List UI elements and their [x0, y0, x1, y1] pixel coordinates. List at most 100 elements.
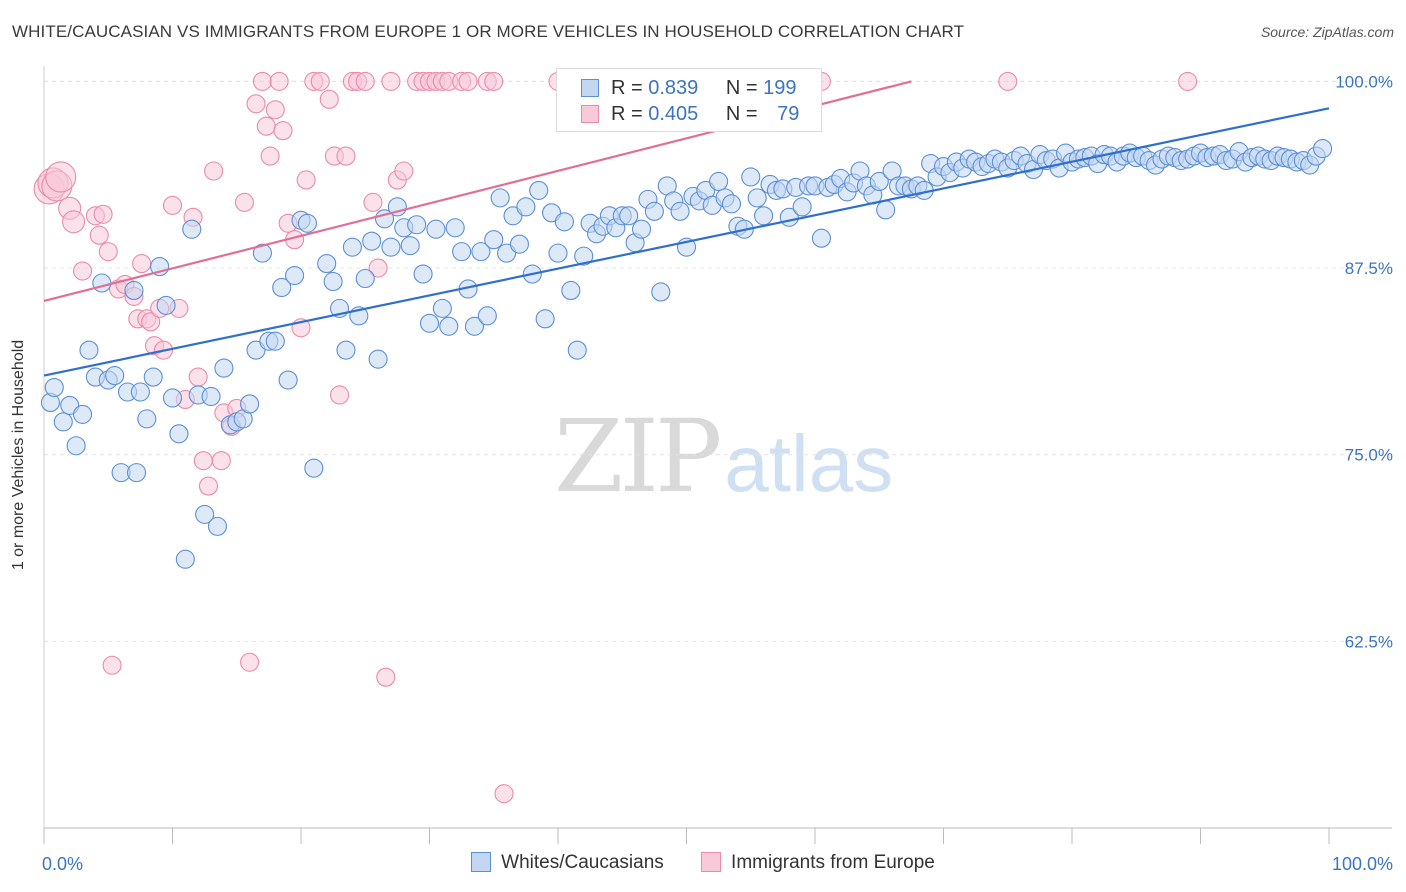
legend-r-value-whites: 0.839 — [648, 77, 699, 99]
legend-row-immigrants: R = 0.405 N = 79 — [581, 103, 799, 125]
point-whites — [651, 282, 671, 302]
point-whites — [574, 246, 594, 266]
point-whites — [323, 271, 343, 292]
point-whites — [670, 201, 690, 221]
point-immigrants — [234, 192, 255, 212]
point-immigrants — [296, 170, 316, 190]
point-whites — [79, 340, 99, 360]
point-immigrants — [45, 161, 77, 193]
correlation-legend: R = 0.839 N = 199 R = 0.405 N = 79 — [556, 68, 822, 132]
point-whites — [792, 197, 812, 217]
point-whites — [561, 280, 581, 301]
point-whites — [554, 212, 574, 232]
point-immigrants — [211, 451, 231, 471]
point-whites — [400, 236, 420, 256]
point-immigrants — [265, 100, 285, 120]
point-whites — [1313, 139, 1333, 159]
point-immigrants — [310, 71, 330, 91]
point-whites — [754, 206, 774, 226]
point-immigrants — [141, 312, 161, 332]
source-label: Source: ZipAtlas.com — [1260, 24, 1394, 40]
legend-swatch-whites — [471, 852, 492, 872]
y-axis-label: 1 or more Vehicles in Household — [10, 339, 27, 571]
point-immigrants — [102, 655, 122, 675]
point-whites — [747, 188, 767, 208]
point-whites — [272, 277, 292, 298]
legend-swatch-immigrants — [581, 105, 599, 123]
point-whites — [535, 309, 555, 329]
point-whites — [92, 273, 112, 293]
point-immigrants — [89, 225, 109, 245]
point-whites — [426, 219, 446, 239]
point-whites — [471, 242, 491, 262]
legend-r-label: R = — [611, 77, 643, 99]
point-whites — [644, 201, 664, 221]
y-tick-label: 62.5% — [1345, 632, 1393, 651]
point-whites — [445, 218, 465, 238]
point-whites — [709, 171, 729, 192]
point-whites — [381, 237, 401, 257]
point-immigrants — [198, 476, 219, 496]
y-tick-label: 87.5% — [1345, 259, 1393, 278]
point-whites — [169, 424, 189, 444]
point-immigrants — [363, 192, 383, 212]
point-immigrants — [132, 254, 152, 274]
point-whites — [509, 234, 530, 254]
legend-item-whites[interactable]: Whites/Caucasians — [471, 852, 664, 874]
point-whites — [73, 404, 93, 424]
point-whites — [126, 463, 147, 483]
point-whites — [516, 197, 536, 217]
point-immigrants — [381, 71, 401, 91]
point-whites — [130, 382, 150, 402]
point-whites — [631, 219, 652, 239]
legend-item-immigrants[interactable]: Immigrants from Europe — [701, 852, 935, 874]
legend-row-whites: R = 0.839 N = 199 — [581, 77, 797, 99]
point-whites — [477, 306, 497, 326]
point-whites — [342, 237, 362, 257]
point-whites — [413, 264, 433, 284]
point-immigrants — [319, 89, 339, 109]
point-whites — [741, 167, 761, 187]
point-immigrants — [240, 652, 260, 672]
point-whites — [464, 316, 485, 336]
point-whites — [619, 206, 639, 226]
point-whites — [811, 228, 831, 248]
point-whites — [285, 265, 305, 286]
series-legend: Whites/Caucasians Immigrants from Europe — [0, 852, 1406, 874]
point-whites — [156, 295, 176, 315]
point-whites — [66, 436, 86, 456]
chart-title: WHITE/CAUCASIAN VS IMMIGRANTS FROM EUROP… — [12, 22, 965, 41]
point-whites — [137, 409, 157, 429]
point-immigrants — [188, 367, 208, 387]
point-whites — [876, 200, 896, 220]
point-whites — [490, 188, 510, 208]
point-whites — [240, 394, 260, 414]
point-immigrants — [260, 146, 280, 166]
legend-r-label: R = — [611, 103, 643, 125]
point-whites — [529, 180, 549, 200]
point-whites — [175, 549, 195, 569]
point-immigrants — [162, 195, 183, 215]
legend-label-whites: Whites/Caucasians — [501, 852, 664, 873]
point-whites — [214, 358, 234, 378]
point-whites — [252, 243, 273, 263]
point-immigrants — [62, 210, 86, 234]
point-whites — [44, 377, 64, 398]
point-immigrants — [494, 784, 514, 804]
point-immigrants — [329, 385, 350, 405]
legend-r-value-immigrants: 0.405 — [648, 103, 699, 125]
point-whites — [336, 340, 356, 360]
legend-n-value-whites: 199 — [763, 77, 797, 99]
point-whites — [317, 254, 337, 274]
point-whites — [407, 215, 427, 235]
legend-swatch-immigrants — [701, 852, 722, 872]
point-whites — [278, 370, 298, 390]
point-whites — [362, 231, 382, 251]
point-immigrants — [273, 121, 293, 141]
point-whites — [368, 349, 388, 369]
point-whites — [484, 230, 504, 250]
point-immigrants — [252, 71, 273, 91]
point-whites — [439, 316, 459, 336]
legend-n-label: N = — [725, 77, 758, 99]
